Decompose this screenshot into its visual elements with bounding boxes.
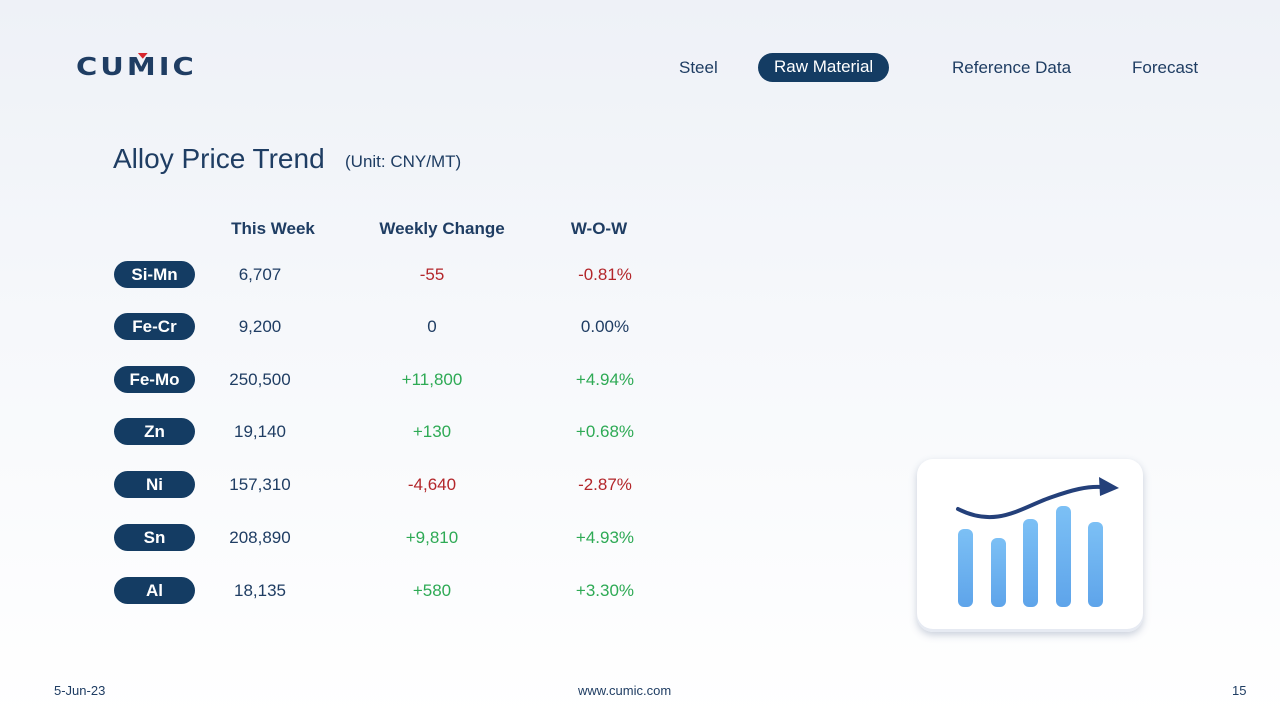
wow-value: +0.68% bbox=[575, 422, 635, 441]
illustration-trend-line bbox=[956, 484, 1104, 520]
cumic-logo: C​UMIC bbox=[76, 52, 197, 81]
weekly-change-value: 0 bbox=[427, 317, 437, 336]
unit-label: (Unit: CNY/MT) bbox=[345, 152, 462, 171]
this-week-value: 157,310 bbox=[229, 475, 291, 494]
table-row: Si-Mn 6,707 -55 -0.81% bbox=[0, 261, 700, 291]
table-row: Al 18,135 +580 +3.30% bbox=[0, 577, 700, 607]
nav-raw-material[interactable]: Raw Material bbox=[758, 53, 890, 82]
table-row: Ni 157,310 -4,640 -2.87% bbox=[0, 471, 700, 501]
weekly-change-value: +9,810 bbox=[405, 528, 459, 547]
alloy-badge: Ni bbox=[114, 471, 195, 498]
table-row: Sn 208,890 +9,810 +4.93% bbox=[0, 524, 700, 554]
this-week-value: 208,890 bbox=[229, 528, 291, 547]
alloy-badge: Al bbox=[114, 577, 195, 604]
this-week-value: 9,200 bbox=[238, 317, 282, 336]
weekly-change-value: +130 bbox=[412, 422, 452, 441]
nav-reference-data[interactable]: Reference Data bbox=[952, 58, 1072, 77]
page-title: Alloy Price Trend bbox=[113, 143, 325, 174]
header-weekly-change: Weekly Change bbox=[379, 219, 505, 238]
table-row: Fe-Cr 9,200 0 0.00% bbox=[0, 313, 700, 343]
weekly-change-value: -4,640 bbox=[407, 475, 457, 494]
this-week-value: 18,135 bbox=[234, 581, 286, 600]
header-wow: W-O-W bbox=[570, 219, 628, 238]
illustration-bar bbox=[991, 538, 1006, 607]
footer-website[interactable]: www.cumic.com bbox=[578, 683, 672, 698]
illustration-bar bbox=[1023, 519, 1038, 607]
wow-value: +4.94% bbox=[575, 370, 635, 389]
illustration-arrow-head bbox=[1099, 477, 1119, 496]
illustration-bar bbox=[1088, 522, 1103, 607]
weekly-change-value: +11,800 bbox=[401, 370, 463, 389]
chart-growth-icon bbox=[917, 459, 1143, 632]
wow-value: -2.87% bbox=[578, 475, 632, 494]
alloy-badge: Sn bbox=[114, 524, 195, 551]
top-nav: Steel Raw Material Reference Data Foreca… bbox=[0, 53, 1280, 83]
wow-value: +3.30% bbox=[575, 581, 635, 600]
wow-value: +4.93% bbox=[575, 528, 635, 547]
table-row: Zn 19,140 +130 +0.68% bbox=[0, 418, 700, 448]
illustration-bar bbox=[958, 529, 973, 607]
illustration-bar bbox=[1056, 506, 1071, 607]
this-week-value: 250,500 bbox=[229, 370, 291, 389]
alloy-badge: Si-Mn bbox=[114, 261, 195, 288]
header-this-week: This Week bbox=[231, 219, 315, 238]
weekly-change-value: -55 bbox=[419, 265, 445, 284]
this-week-value: 6,707 bbox=[238, 265, 282, 284]
this-week-value: 19,140 bbox=[234, 422, 286, 441]
alloy-badge: Zn bbox=[114, 418, 195, 445]
alloy-badge: Fe-Cr bbox=[114, 313, 195, 340]
footer-page-number: 15 bbox=[1232, 683, 1247, 698]
nav-steel[interactable]: Steel bbox=[679, 58, 718, 77]
table-row: Fe-Mo 250,500 +11,800 +4.94% bbox=[0, 366, 700, 396]
weekly-change-value: +580 bbox=[412, 581, 452, 600]
footer-date: 5-Jun-23 bbox=[54, 683, 106, 698]
wow-value: -0.81% bbox=[578, 265, 632, 284]
wow-value: 0.00% bbox=[580, 317, 630, 336]
alloy-badge: Fe-Mo bbox=[114, 366, 195, 393]
nav-forecast[interactable]: Forecast bbox=[1132, 58, 1199, 77]
